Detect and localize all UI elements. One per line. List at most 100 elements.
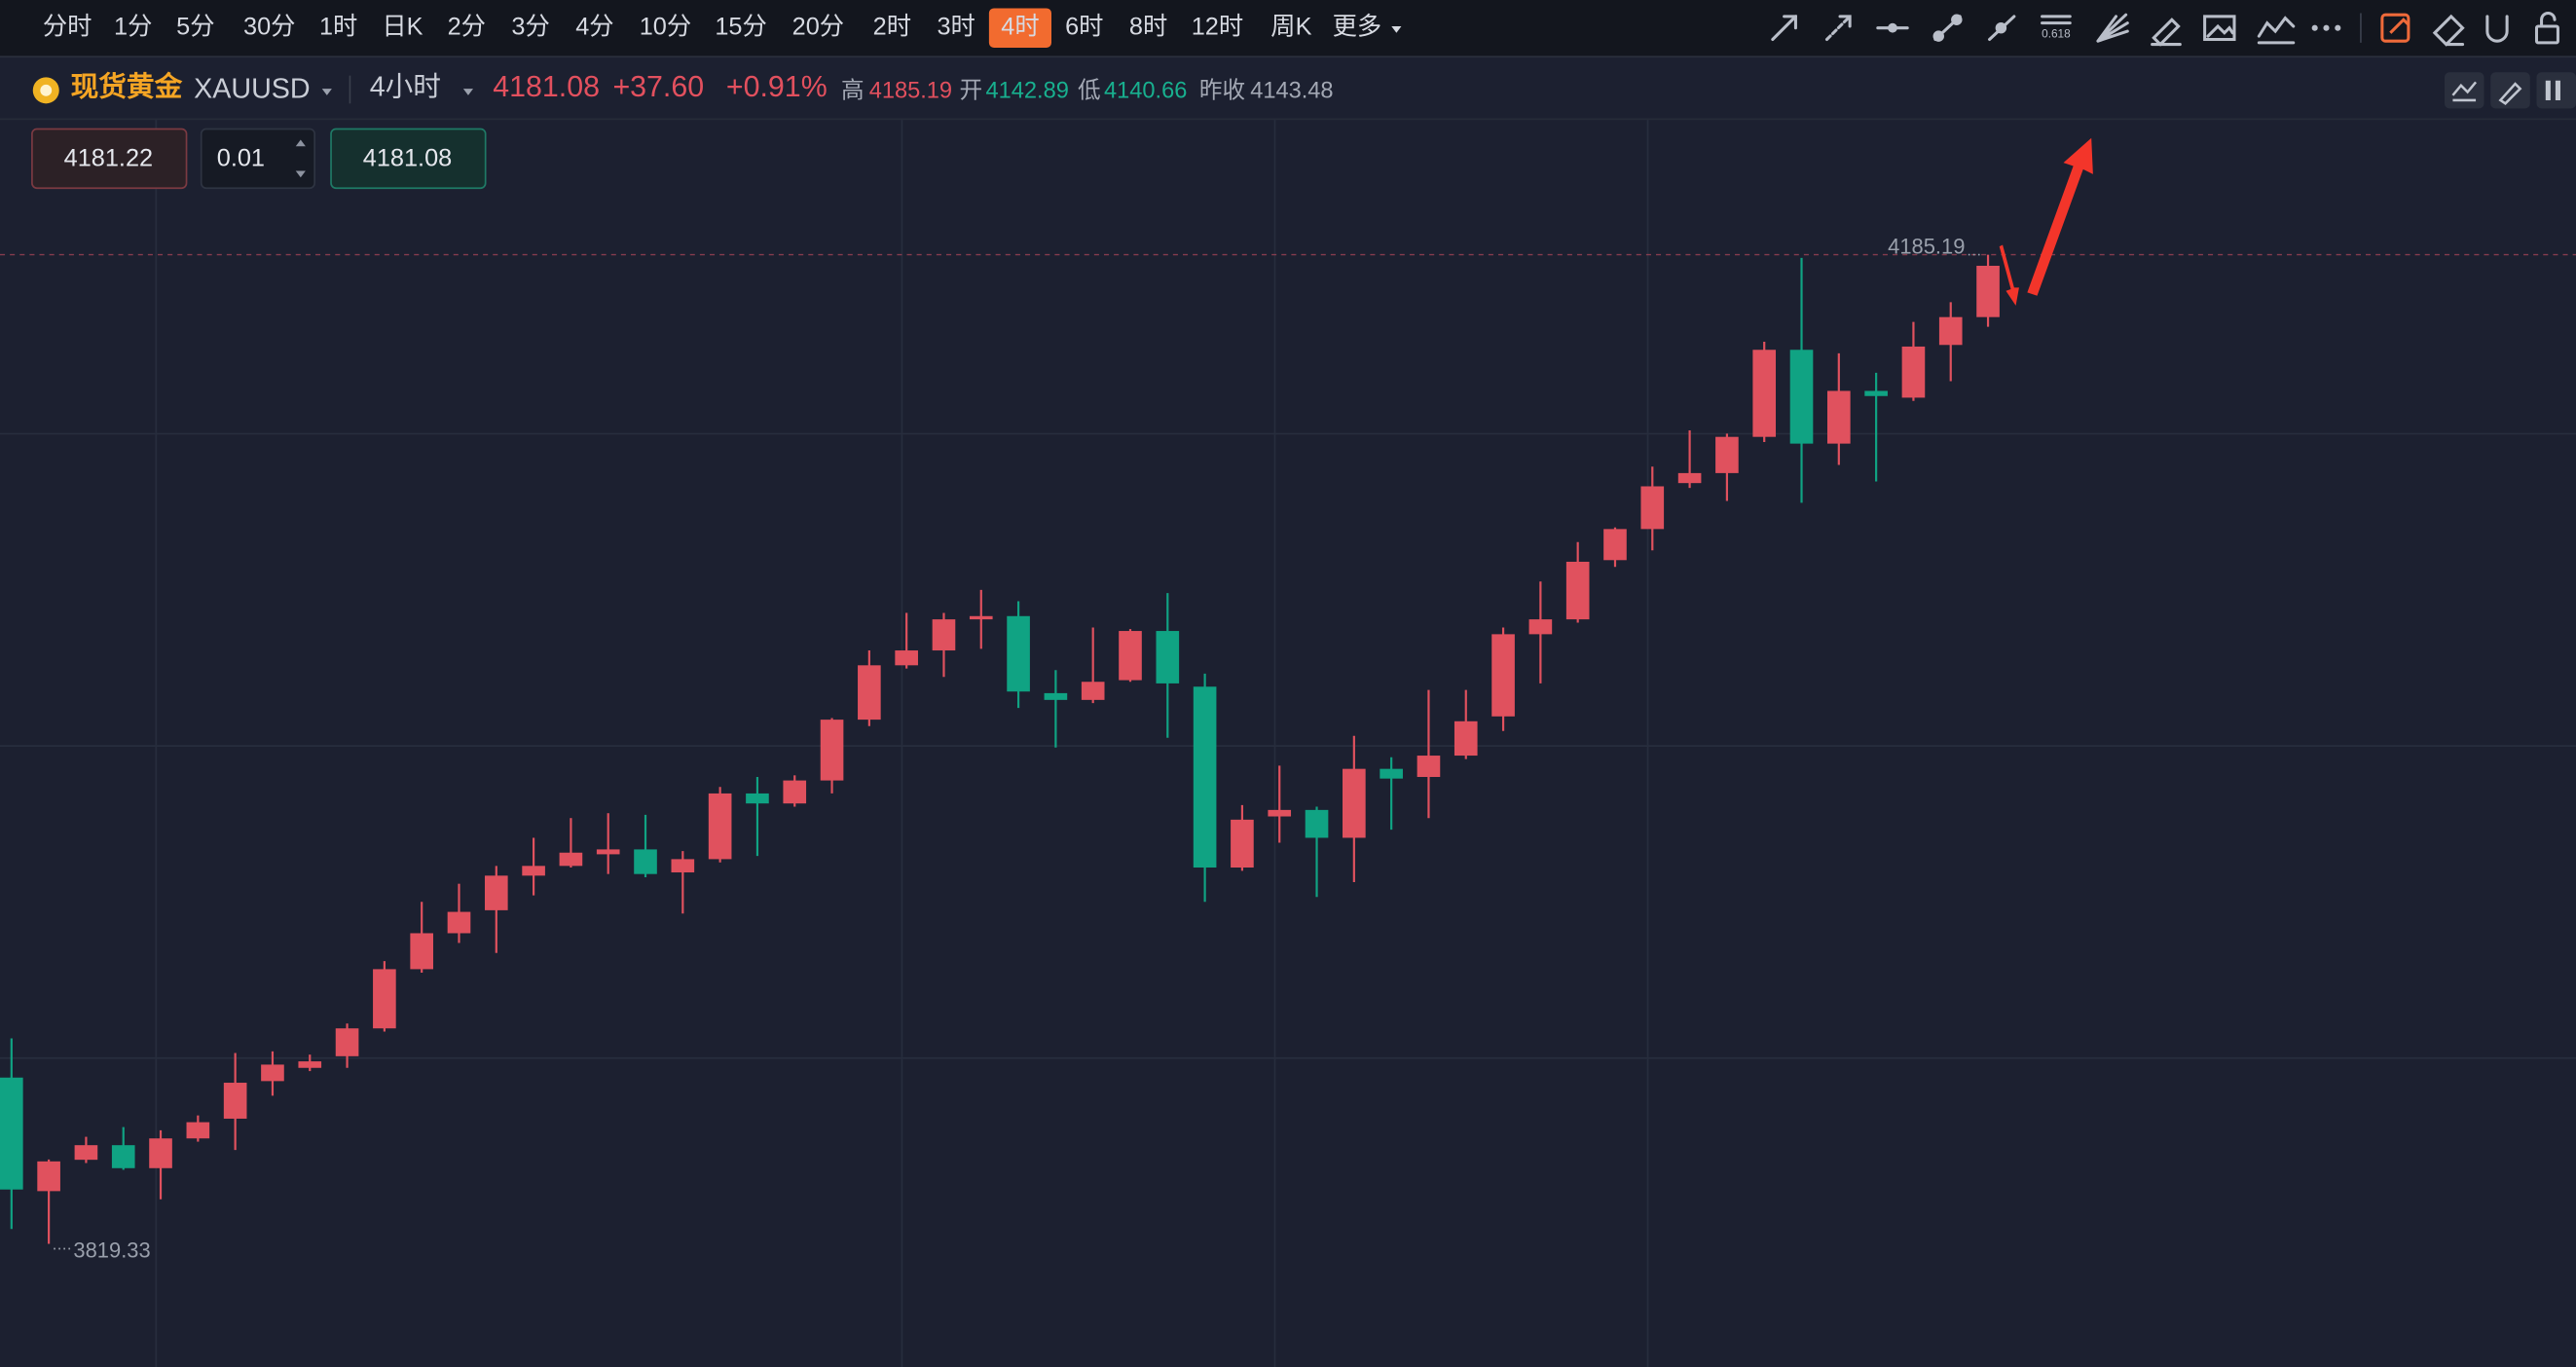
timeframe-label: 30分 [243, 13, 295, 40]
timeframe-button[interactable]: 20分 [792, 13, 844, 40]
candle [1715, 433, 1739, 501]
tool-lock[interactable] [2534, 11, 2559, 45]
timeframe-button[interactable]: 15分 [715, 13, 766, 40]
timeframe-button[interactable]: 12时 [1192, 13, 1243, 40]
timeframe-label: 分时 [43, 13, 92, 40]
interval[interactable]: 4小时 [370, 72, 441, 103]
timeframe-button[interactable]: 3分 [511, 13, 549, 40]
tool-fan[interactable] [2096, 13, 2129, 43]
timeframe-label: 10分 [640, 13, 691, 40]
candle-body [223, 1083, 247, 1119]
instrument-name: 现货黄金 [71, 71, 183, 103]
tool-line[interactable] [1988, 15, 2016, 42]
candle [932, 612, 956, 678]
candle [149, 1129, 172, 1200]
timeframe-button[interactable]: 4分 [575, 13, 613, 40]
open-label: 开 [960, 79, 983, 104]
tool-brush[interactable] [2151, 18, 2182, 47]
candle-body [261, 1064, 284, 1082]
candle [1081, 627, 1105, 704]
timeframe-button[interactable]: 10分 [640, 13, 691, 40]
candle [1491, 627, 1515, 731]
candle-body [1044, 692, 1068, 700]
timeframe-button[interactable]: 日K [382, 13, 423, 40]
candle-body [1156, 631, 1180, 684]
timeframe-label: 15分 [715, 13, 766, 40]
tool-hline[interactable] [1876, 22, 1909, 33]
tool-image[interactable] [2203, 15, 2236, 42]
candle-body [1864, 390, 1888, 396]
tool-arrow[interactable] [1771, 15, 1797, 42]
candle-body [932, 619, 956, 651]
candle-body [1007, 615, 1030, 692]
timeframe-label: 1时 [319, 13, 357, 40]
draw-button[interactable] [2490, 72, 2530, 109]
candle [298, 1054, 322, 1072]
timeframe-button[interactable]: 3时 [937, 13, 975, 40]
timeframe-label: 周K [1270, 13, 1311, 40]
timeframe-label: 3时 [937, 13, 975, 40]
timeframe-button[interactable]: 2时 [873, 13, 911, 40]
annotation-arrows [1999, 137, 2093, 306]
timeframe-button[interactable]: 周K [1270, 13, 1311, 40]
candle-body [596, 849, 620, 855]
candle-body [1528, 619, 1553, 635]
tool-edit[interactable] [2380, 13, 2410, 43]
tool-segment[interactable] [1932, 14, 1963, 42]
candle-body [1752, 350, 1777, 437]
tool-more[interactable] [2311, 24, 2341, 31]
timeframe-button[interactable]: 30分 [243, 13, 295, 40]
timeframe-button[interactable]: 1分 [114, 13, 152, 40]
candle-body [37, 1161, 60, 1192]
tool-magnet[interactable] [2485, 15, 2509, 43]
candle [186, 1115, 210, 1142]
candle [634, 814, 657, 878]
candle [1007, 601, 1030, 709]
timeframe-bar: 分时 1分 5分 30分 1时 日K 2分 3分 4分 10分 15分 20分 2时 3时 4时 6时 8时 12… [43, 8, 1402, 48]
candle [0, 1038, 23, 1230]
sell-button[interactable]: 4181.22 [31, 128, 188, 190]
timeframe-label: 日K [382, 13, 423, 40]
candle [1268, 765, 1292, 843]
symbol-dropdown[interactable] [321, 89, 332, 95]
candle [858, 650, 881, 726]
candle-body [1677, 472, 1702, 484]
candle [1119, 629, 1142, 683]
tool-eraser[interactable] [2432, 14, 2465, 47]
timeframe-button[interactable]: 2分 [448, 13, 486, 40]
timeframe-button[interactable]: 6时 [1065, 13, 1103, 40]
candle-body [1417, 756, 1441, 777]
timeframe-button[interactable]: 更多 [1333, 13, 1402, 40]
tool-pattern[interactable] [2257, 16, 2296, 45]
candle-body [1343, 768, 1366, 838]
grid [0, 118, 2576, 1367]
candle-body [1976, 265, 2000, 317]
tool-fibonacci[interactable]: 0.618 [2041, 15, 2072, 41]
timeframe-button[interactable]: 5分 [176, 13, 214, 40]
tool-ray[interactable] [1824, 15, 1852, 42]
symbol[interactable]: XAUUSD [194, 73, 311, 104]
candle [37, 1159, 60, 1244]
candle-body [298, 1061, 322, 1068]
candle [783, 775, 807, 807]
high-label: 高 [841, 78, 865, 104]
interval-dropdown[interactable] [462, 89, 473, 95]
candle-body [74, 1145, 98, 1161]
candle [261, 1051, 284, 1096]
settings-button[interactable] [2536, 72, 2576, 109]
candle-body [1938, 316, 1963, 346]
timeframe-button[interactable]: 分时 [43, 13, 92, 40]
buy-button[interactable]: 4181.08 [330, 128, 487, 190]
timeframe-button[interactable]: 1时 [319, 13, 357, 40]
candle-body [1827, 390, 1851, 444]
candle [1864, 372, 1888, 482]
timeframe-label: 5分 [176, 13, 214, 40]
candle [522, 837, 545, 896]
fib-icon-label: 0.618 [2042, 27, 2071, 41]
timeframe-button[interactable]: 8时 [1129, 13, 1167, 40]
timeframe-button[interactable]: 4时 [988, 8, 1051, 48]
quantity-input[interactable]: 0.01 [200, 128, 315, 190]
candle-body [1081, 682, 1105, 700]
indicator-button[interactable] [2445, 72, 2484, 109]
